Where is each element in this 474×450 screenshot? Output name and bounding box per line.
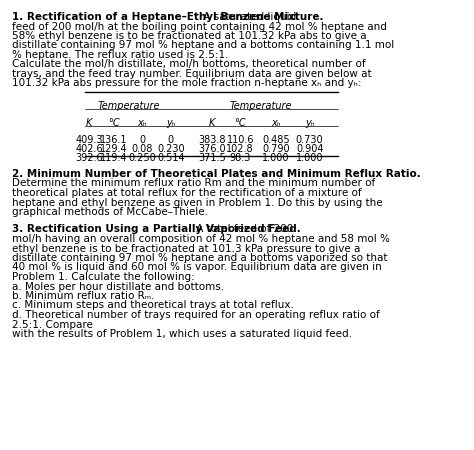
Text: K: K [209,118,215,128]
Text: xₕ: xₕ [271,118,281,128]
Text: d. Theoretical number of trays required for an operating reflux ratio of: d. Theoretical number of trays required … [12,310,380,320]
Text: Problem 1. Calculate the following:: Problem 1. Calculate the following: [12,272,195,282]
Text: 2. Minimum Number of Theoretical Plates and Minimum Reflux Ratio.: 2. Minimum Number of Theoretical Plates … [12,169,421,179]
Text: 136.1: 136.1 [100,135,128,145]
Text: 1.000: 1.000 [262,153,290,163]
Text: 383.8: 383.8 [198,135,226,145]
Text: 1.000: 1.000 [296,153,323,163]
Text: 0.730: 0.730 [296,135,323,145]
Text: K: K [86,118,92,128]
Text: 0.230: 0.230 [157,144,185,154]
Text: 0.250: 0.250 [128,153,156,163]
Text: 0.904: 0.904 [296,144,323,154]
Text: % heptane. The reflux ratio used is 2.5:1.: % heptane. The reflux ratio used is 2.5:… [12,50,229,60]
Text: heptane and ethyl benzene as given in Problem 1. Do this by using the: heptane and ethyl benzene as given in Pr… [12,198,383,207]
Text: graphical methods of McCabe–Thiele.: graphical methods of McCabe–Thiele. [12,207,209,217]
Text: 0.514: 0.514 [157,153,185,163]
Text: Calculate the mol/h distillate, mol/h bottoms, theoretical number of: Calculate the mol/h distillate, mol/h bo… [12,59,366,69]
Text: 3. Rectification Using a Partially Vaporized Feed.: 3. Rectification Using a Partially Vapor… [12,225,301,234]
Text: 0.790: 0.790 [262,144,290,154]
Text: A total feed of 200: A total feed of 200 [192,225,293,234]
Text: distillate containing 97 mol % heptane and a bottoms containing 1.1 mol: distillate containing 97 mol % heptane a… [12,40,395,50]
Text: Temperature: Temperature [229,101,292,111]
Text: °C: °C [108,118,120,128]
Text: 2.5:1. Compare: 2.5:1. Compare [12,320,93,329]
Text: °C: °C [235,118,246,128]
Text: 409.3: 409.3 [75,135,103,145]
Text: a. Moles per hour distillate and bottoms.: a. Moles per hour distillate and bottoms… [12,282,225,292]
Text: yₕ: yₕ [305,118,314,128]
Text: mol/h having an overall composition of 42 mol % heptane and 58 mol %: mol/h having an overall composition of 4… [12,234,390,244]
Text: 0.485: 0.485 [262,135,290,145]
Text: 58% ethyl benzene is to be fractionated at 101.32 kPa abs to give a: 58% ethyl benzene is to be fractionated … [12,31,367,41]
Text: 1. Rectification of a Heptane–Ethyl Benzene Mixture.: 1. Rectification of a Heptane–Ethyl Benz… [12,12,324,22]
Text: feed of 200 mol/h at the boiling point containing 42 mol % heptane and: feed of 200 mol/h at the boiling point c… [12,22,387,32]
Text: 376.0: 376.0 [198,144,226,154]
Text: c. Minimum steps and theoretical trays at total reflux.: c. Minimum steps and theoretical trays a… [12,301,294,310]
Text: 110.6: 110.6 [227,135,254,145]
Text: 392.6: 392.6 [75,153,103,163]
Text: 101.32 kPa abs pressure for the mole fraction n-heptane xₕ and yₕ:: 101.32 kPa abs pressure for the mole fra… [12,78,362,89]
Text: with the results of Problem 1, which uses a saturated liquid feed.: with the results of Problem 1, which use… [12,329,353,339]
Text: xₕ: xₕ [137,118,147,128]
Text: 40 mol % is liquid and 60 mol % is vapor. Equilibrium data are given in: 40 mol % is liquid and 60 mol % is vapor… [12,262,382,273]
Text: b. Minimum reflux ratio Rₘ.: b. Minimum reflux ratio Rₘ. [12,291,155,301]
Text: 129.4: 129.4 [100,144,128,154]
Text: theoretical plates at total reflux for the rectification of a mixture of: theoretical plates at total reflux for t… [12,188,362,198]
Text: 0: 0 [168,135,174,145]
Text: distillate containing 97 mol % heptane and a bottoms vaporized so that: distillate containing 97 mol % heptane a… [12,253,388,263]
Text: 98.3: 98.3 [229,153,251,163]
Text: ethyl benzene is to be fractionated at 101.3 kPa pressure to give a: ethyl benzene is to be fractionated at 1… [12,243,361,253]
Text: 0.08: 0.08 [132,144,153,154]
Text: 102.8: 102.8 [227,144,254,154]
Text: 0: 0 [139,135,146,145]
Text: 119.4: 119.4 [100,153,128,163]
Text: A saturated liquid: A saturated liquid [200,12,296,22]
Text: Determine the minimum reflux ratio Rm and the minimum number of: Determine the minimum reflux ratio Rm an… [12,179,376,189]
Text: trays, and the feed tray number. Equilibrium data are given below at: trays, and the feed tray number. Equilib… [12,69,372,79]
Text: 402.6: 402.6 [75,144,103,154]
Text: Temperature: Temperature [98,101,160,111]
Text: 371.5: 371.5 [198,153,226,163]
Text: yₕ: yₕ [166,118,176,128]
